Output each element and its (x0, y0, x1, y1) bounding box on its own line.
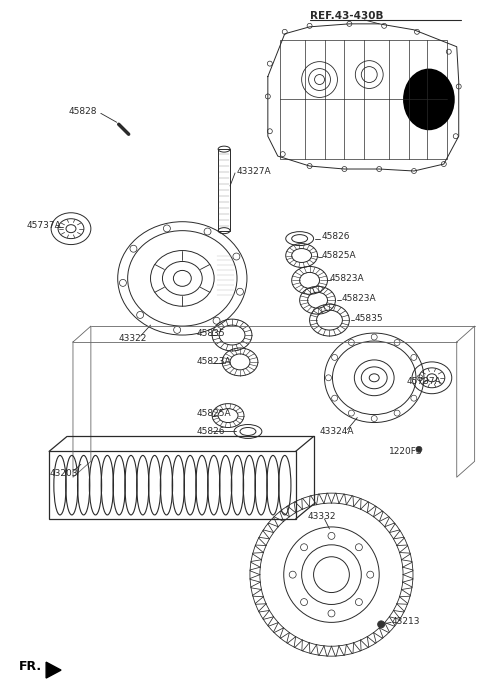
Text: 45823A: 45823A (329, 274, 364, 283)
Bar (280, 40, 447, 159)
Text: 43332: 43332 (308, 512, 336, 521)
Circle shape (378, 621, 384, 628)
Text: 45825A: 45825A (322, 251, 356, 260)
Text: 43213: 43213 (391, 617, 420, 626)
Text: 45825A: 45825A (196, 409, 231, 418)
Text: 43324A: 43324A (320, 427, 354, 436)
Text: 45737A: 45737A (26, 221, 61, 230)
Text: 45835: 45835 (354, 314, 383, 322)
Text: 45823A: 45823A (196, 357, 231, 366)
Text: 45835: 45835 (196, 329, 225, 338)
Bar (218, 149, 230, 230)
Polygon shape (46, 662, 61, 678)
Bar (49, 451, 296, 519)
Text: 45826: 45826 (322, 232, 350, 241)
Text: 45823A: 45823A (341, 294, 376, 303)
Text: FR.: FR. (19, 660, 42, 672)
Ellipse shape (403, 69, 455, 130)
Text: 1220FS: 1220FS (389, 447, 422, 456)
Text: 45828: 45828 (69, 107, 97, 116)
Text: 45737A: 45737A (407, 377, 442, 386)
Text: 43322: 43322 (119, 333, 147, 342)
Circle shape (416, 447, 422, 452)
Text: 45826: 45826 (196, 427, 225, 436)
Text: REF.43-430B: REF.43-430B (310, 11, 383, 21)
Text: 43327A: 43327A (237, 167, 272, 176)
Text: 43203: 43203 (49, 469, 78, 477)
